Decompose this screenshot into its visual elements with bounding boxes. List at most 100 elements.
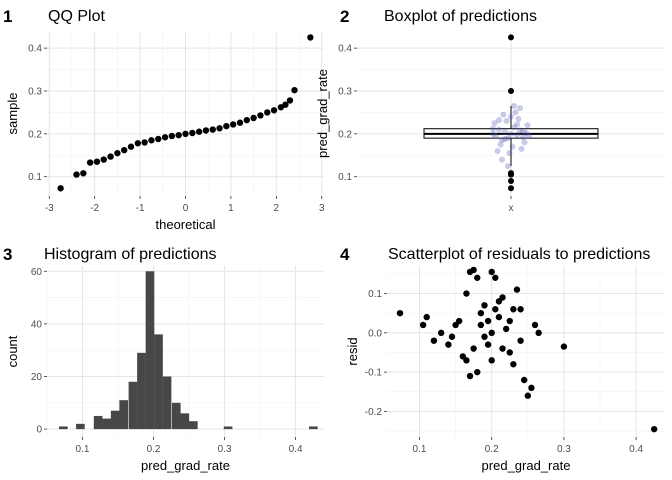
marks bbox=[396, 266, 658, 433]
y-axis-label: count bbox=[5, 335, 20, 367]
data-point bbox=[474, 368, 481, 376]
panel-3: 0 20 40 60 0.1 0.2 0.3 0.4 pred_grad_rate count Hi… bbox=[3, 245, 324, 473]
data-point bbox=[155, 135, 162, 143]
data-point bbox=[477, 321, 485, 329]
data-point bbox=[510, 306, 517, 313]
histogram-bar bbox=[145, 271, 155, 430]
jitter-point bbox=[506, 150, 513, 157]
y-axis-label: pred_grad_rate bbox=[315, 69, 330, 158]
histogram-bar bbox=[223, 426, 233, 430]
data-point bbox=[466, 372, 474, 380]
y-tick-label: 0.4 bbox=[28, 44, 42, 55]
data-point bbox=[524, 392, 532, 399]
histogram-bar bbox=[137, 352, 146, 430]
jitter-point bbox=[524, 122, 531, 129]
panel-tag: 3 bbox=[3, 245, 12, 264]
jitter-point bbox=[503, 118, 510, 124]
data-point bbox=[250, 114, 257, 122]
jitter-point bbox=[494, 148, 501, 154]
data-point bbox=[161, 134, 169, 141]
histogram-bar bbox=[188, 421, 198, 430]
chart-title: Scatterplot of residuals to predictions bbox=[388, 246, 650, 263]
data-point bbox=[445, 341, 452, 348]
histogram-bar bbox=[102, 418, 111, 430]
y-axis-label: resid bbox=[345, 337, 360, 365]
jitter-point bbox=[520, 128, 526, 135]
x-axis-label: theoretical bbox=[156, 217, 216, 232]
data-point bbox=[229, 121, 237, 128]
y-tick-label: 0.1 bbox=[338, 172, 352, 183]
x-tick-label: -1 bbox=[136, 203, 145, 214]
data-point bbox=[216, 125, 223, 132]
y-tick-label: 0.0 bbox=[368, 328, 382, 339]
data-point bbox=[528, 384, 535, 392]
histogram-bar bbox=[162, 376, 172, 430]
jitter-point bbox=[514, 131, 520, 138]
data-point bbox=[80, 170, 87, 177]
data-point bbox=[120, 146, 128, 154]
data-point bbox=[474, 274, 481, 281]
data-point bbox=[189, 129, 196, 137]
histogram-bar bbox=[171, 402, 181, 430]
y-axis-ticks: 0.1 0.2 0.3 0.4 bbox=[338, 44, 357, 183]
histogram-bar bbox=[119, 400, 129, 430]
data-point bbox=[470, 345, 477, 352]
jitter-point bbox=[511, 103, 517, 109]
data-point bbox=[510, 361, 517, 368]
y-tick-label: 0.4 bbox=[338, 44, 352, 55]
data-point bbox=[430, 337, 438, 344]
data-point bbox=[448, 333, 456, 340]
data-point bbox=[481, 333, 488, 340]
data-point bbox=[488, 268, 495, 276]
jitter-point bbox=[520, 134, 526, 141]
y-tick-label: 0.1 bbox=[28, 172, 42, 183]
data-point bbox=[168, 132, 176, 140]
histogram-bar bbox=[110, 410, 120, 430]
x-tick-label: 0 bbox=[183, 203, 189, 214]
marks bbox=[57, 34, 314, 192]
y-tick-label: 0.2 bbox=[338, 129, 352, 140]
data-point bbox=[141, 139, 148, 146]
jitter-point bbox=[517, 127, 523, 134]
data-point bbox=[517, 306, 524, 313]
data-point bbox=[437, 329, 445, 337]
histogram-bar bbox=[154, 334, 163, 430]
marks bbox=[423, 34, 599, 192]
data-point bbox=[396, 309, 404, 317]
x-axis-label: pred_grad_rate bbox=[482, 458, 571, 473]
jitter-point bbox=[496, 117, 502, 124]
jitter-point bbox=[505, 163, 511, 169]
jitter-point bbox=[511, 124, 517, 131]
data-point bbox=[286, 97, 294, 104]
x-tick-label: x bbox=[509, 203, 514, 214]
data-point bbox=[531, 321, 539, 329]
outlier-point bbox=[508, 178, 514, 184]
data-point bbox=[291, 86, 298, 94]
data-point bbox=[477, 309, 485, 317]
chart-title: QQ Plot bbox=[48, 8, 105, 25]
jitter-point bbox=[505, 135, 511, 142]
data-point bbox=[495, 313, 503, 321]
y-tick-label: -0.2 bbox=[365, 407, 383, 418]
data-point bbox=[481, 302, 488, 309]
data-point bbox=[484, 317, 492, 325]
jitter-point bbox=[508, 113, 514, 120]
jitter-point bbox=[509, 143, 516, 150]
grid bbox=[387, 266, 665, 437]
outlier-point bbox=[508, 170, 514, 177]
jitter-point bbox=[497, 141, 504, 148]
data-point bbox=[492, 274, 499, 281]
jitter-point bbox=[490, 125, 496, 132]
y-tick-label: 60 bbox=[31, 267, 43, 278]
data-point bbox=[499, 345, 506, 352]
data-point bbox=[114, 149, 121, 157]
data-point bbox=[419, 321, 427, 329]
data-point bbox=[270, 107, 278, 114]
x-tick-label: 0.3 bbox=[218, 444, 232, 455]
panel-tag: 1 bbox=[3, 7, 12, 26]
data-point bbox=[134, 140, 142, 147]
data-point bbox=[502, 325, 510, 333]
y-tick-label: 0.3 bbox=[338, 87, 352, 98]
x-axis-ticks: x bbox=[509, 196, 514, 214]
